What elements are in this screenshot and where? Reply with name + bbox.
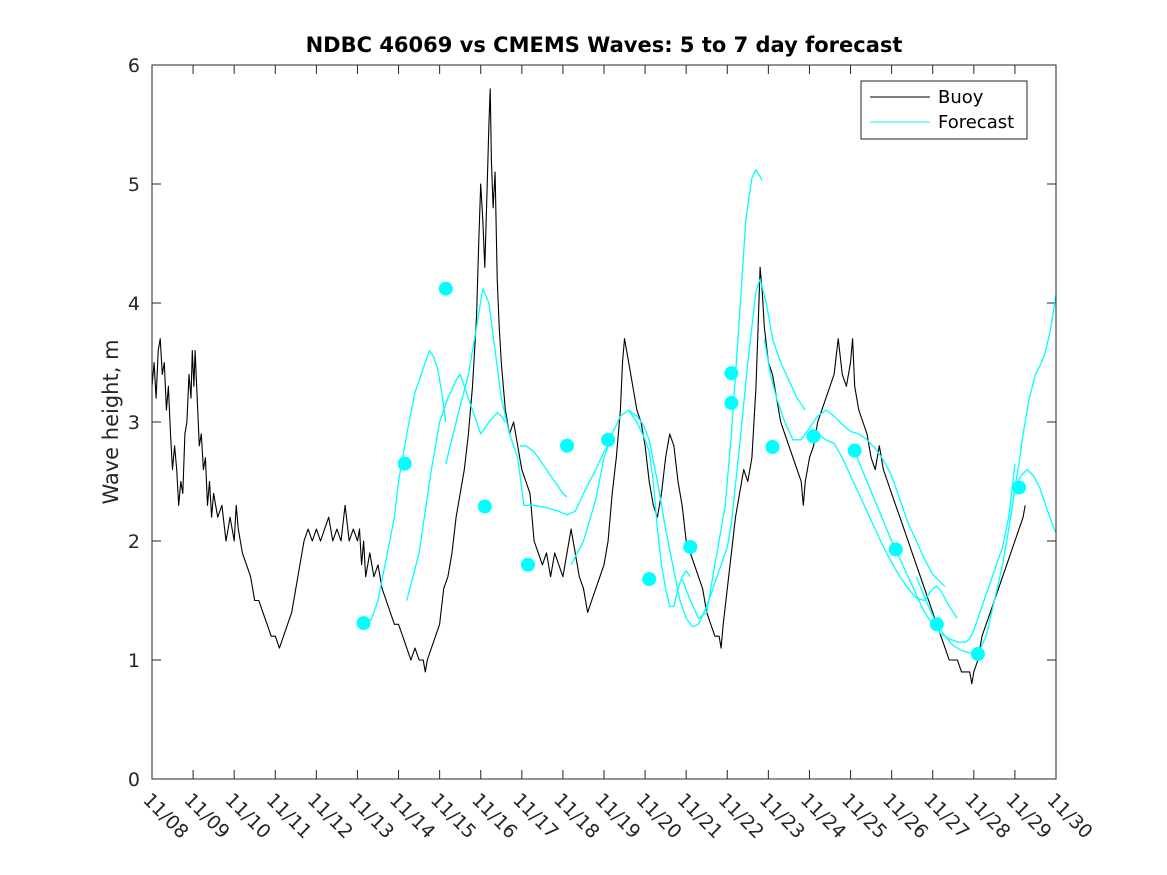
forecast-marker bbox=[520, 557, 535, 572]
legend-box bbox=[860, 80, 1028, 140]
forecast-line bbox=[445, 288, 609, 516]
forecast-marker bbox=[888, 542, 903, 557]
forecast-line bbox=[406, 373, 506, 601]
forecast-line bbox=[817, 433, 958, 619]
y-tick-label: 0 bbox=[128, 769, 140, 791]
legend-buoy-label: Buoy bbox=[938, 87, 984, 108]
forecast-marker bbox=[929, 617, 944, 632]
forecast-line bbox=[763, 338, 946, 587]
legend-forecast-label: Forecast bbox=[938, 112, 1014, 133]
plot-area bbox=[152, 65, 1056, 779]
forecast-marker bbox=[397, 456, 412, 471]
buoy-series bbox=[151, 88, 1026, 685]
y-tick-label: 3 bbox=[128, 412, 140, 434]
axes-box bbox=[151, 64, 1057, 780]
forecast-marker bbox=[724, 366, 739, 381]
y-tick-label: 6 bbox=[128, 55, 140, 77]
forecast-marker bbox=[724, 395, 739, 410]
forecast-marker bbox=[601, 432, 616, 447]
forecast-line bbox=[681, 169, 763, 620]
forecast-marker bbox=[1012, 480, 1027, 495]
forecast-markers bbox=[356, 281, 1027, 662]
legend: Buoy Forecast bbox=[860, 80, 1028, 140]
forecast-line bbox=[628, 278, 806, 628]
chart-title: NDBC 46069 vs CMEMS Waves: 5 to 7 day fo… bbox=[306, 33, 903, 57]
forecast-line bbox=[570, 409, 691, 608]
buoy-line bbox=[151, 88, 1026, 685]
axis-ticks bbox=[151, 64, 1057, 780]
y-tick-label: 5 bbox=[128, 174, 140, 196]
forecast-marker bbox=[356, 616, 371, 631]
y-tick-label: 2 bbox=[128, 531, 140, 553]
forecast-marker bbox=[560, 438, 575, 453]
forecast-line bbox=[1010, 294, 1057, 518]
forecast-marker bbox=[806, 429, 821, 444]
forecast-marker bbox=[847, 443, 862, 458]
forecast-marker bbox=[477, 499, 492, 514]
forecast-marker bbox=[765, 439, 780, 454]
forecast-marker bbox=[438, 281, 453, 296]
forecast-marker bbox=[970, 647, 985, 662]
forecast-marker bbox=[683, 539, 698, 554]
y-tick-label: 1 bbox=[128, 650, 140, 672]
forecast-marker bbox=[642, 572, 657, 587]
forecast-line bbox=[915, 468, 1057, 655]
y-axis-label: Wave height, m bbox=[99, 339, 123, 504]
y-tick-label: 4 bbox=[128, 293, 140, 315]
forecast-line bbox=[519, 445, 568, 498]
